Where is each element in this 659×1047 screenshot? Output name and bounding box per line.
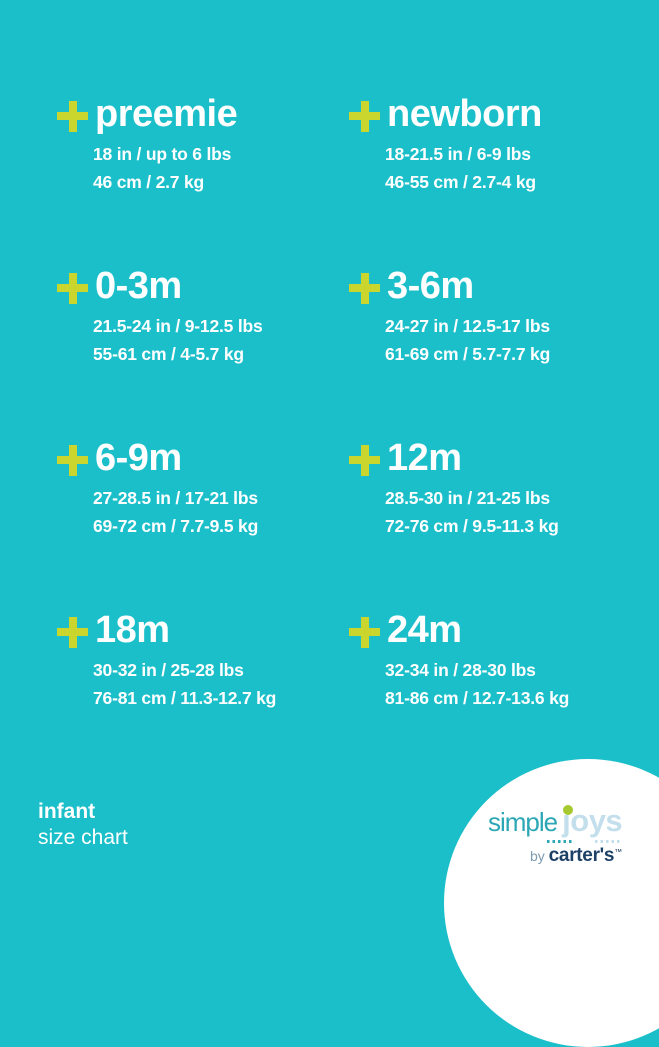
size-entry-24m: 24m 32-34 in / 28-30 lbs 81-86 cm / 12.7… [349, 610, 625, 782]
trademark-symbol: ™ [614, 847, 623, 857]
size-metric: 46-55 cm / 2.7-4 kg [385, 172, 536, 192]
size-label: 18m [95, 609, 170, 651]
plus-icon [57, 444, 88, 476]
size-label: preemie [95, 93, 238, 135]
size-metric: 69-72 cm / 7.7-9.5 kg [93, 516, 259, 536]
size-imperial: 27-28.5 in / 17-21 lbs [93, 488, 258, 508]
size-chart-grid: preemie 18 in / up to 6 lbs 46 cm / 2.7 … [57, 94, 625, 782]
footer-subtitle: size chart [38, 826, 128, 849]
footer-title: infant [38, 800, 96, 823]
size-imperial: 32-34 in / 28-30 lbs [385, 660, 536, 680]
plus-icon [57, 100, 88, 132]
size-heading: 24m [349, 610, 625, 650]
size-entry-18m: 18m 30-32 in / 25-28 lbs 76-81 cm / 11.3… [57, 610, 349, 782]
size-entry-6-9m: 6-9m 27-28.5 in / 17-21 lbs 69-72 cm / 7… [57, 438, 349, 610]
size-heading: 12m [349, 438, 625, 478]
plus-icon [57, 272, 88, 304]
size-heading: 6-9m [57, 438, 349, 478]
size-metric: 72-76 cm / 9.5-11.3 kg [385, 516, 559, 536]
logo-by-text: by [529, 848, 549, 864]
size-imperial: 18-21.5 in / 6-9 lbs [385, 144, 531, 164]
size-metric: 76-81 cm / 11.3-12.7 kg [93, 688, 277, 708]
size-metric: 61-69 cm / 5.7-7.7 kg [385, 344, 551, 364]
plus-icon [349, 100, 380, 132]
size-heading: newborn [349, 94, 625, 134]
size-heading: 3-6m [349, 266, 625, 306]
size-metric: 81-86 cm / 12.7-13.6 kg [385, 688, 570, 708]
plus-icon [349, 272, 380, 304]
size-imperial: 28.5-30 in / 21-25 lbs [385, 488, 550, 508]
logo-carters-text: carter's [548, 845, 615, 866]
size-label: 12m [387, 437, 462, 479]
size-imperial: 21.5-24 in / 9-12.5 lbs [93, 316, 263, 336]
brand-logo-wordmark: simple joys [488, 805, 623, 837]
size-entry-3-6m: 3-6m 24-27 in / 12.5-17 lbs 61-69 cm / 5… [349, 266, 625, 438]
logo-dotted-divider [547, 840, 622, 843]
size-entry-newborn: newborn 18-21.5 in / 6-9 lbs 46-55 cm / … [349, 94, 625, 266]
size-label: 6-9m [95, 437, 182, 479]
size-heading: 18m [57, 610, 349, 650]
size-imperial: 24-27 in / 12.5-17 lbs [385, 316, 550, 336]
size-entry-12m: 12m 28.5-30 in / 21-25 lbs 72-76 cm / 9.… [349, 438, 625, 610]
brand-circle: simple joys by carter's™ [444, 759, 659, 1047]
chart-footer: infant size chart [38, 799, 128, 851]
size-label: newborn [387, 93, 542, 135]
plus-icon [349, 616, 380, 648]
size-metric: 46 cm / 2.7 kg [93, 172, 205, 192]
logo-word-joys-wrap: joys [562, 805, 623, 836]
size-metric: 55-61 cm / 4-5.7 kg [93, 344, 244, 364]
size-label: 0-3m [95, 265, 182, 307]
size-imperial: 30-32 in / 25-28 lbs [93, 660, 244, 680]
brand-logo-byline: by carter's™ [530, 845, 622, 867]
dotted-rule-teal-icon [547, 840, 574, 843]
size-heading: 0-3m [57, 266, 349, 306]
plus-icon [57, 616, 88, 648]
dotted-rule-blue-icon [595, 840, 622, 843]
size-heading: preemie [57, 94, 349, 134]
size-entry-0-3m: 0-3m 21.5-24 in / 9-12.5 lbs 55-61 cm / … [57, 266, 349, 438]
j-dot-icon [563, 805, 574, 815]
size-imperial: 18 in / up to 6 lbs [93, 144, 232, 164]
logo-word-simple: simple [488, 807, 558, 837]
size-label: 24m [387, 609, 462, 651]
size-label: 3-6m [387, 265, 474, 307]
plus-icon [349, 444, 380, 476]
brand-logo: simple joys by carter's™ [488, 805, 623, 867]
size-entry-preemie: preemie 18 in / up to 6 lbs 46 cm / 2.7 … [57, 94, 349, 266]
